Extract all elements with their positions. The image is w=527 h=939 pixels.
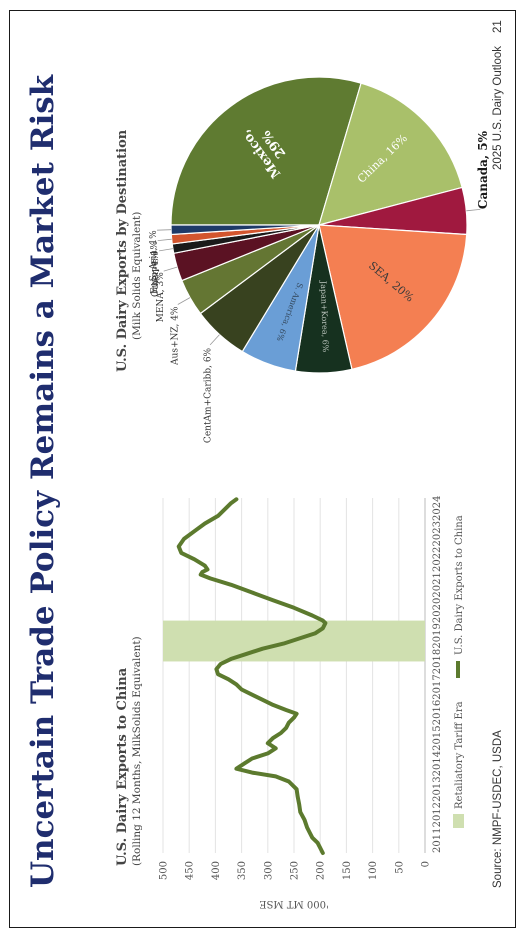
pie-leader-line	[209, 334, 220, 346]
y-tick-label: 100	[368, 861, 379, 880]
x-tick-label: 2019	[432, 623, 443, 648]
source-note: Source: NMPF-USDEC, USDA	[492, 730, 504, 888]
x-tick-label: 2014	[432, 751, 443, 776]
pie-leader-line	[163, 266, 178, 272]
y-tick-label: 0	[421, 861, 432, 867]
x-tick-label: 2012	[432, 802, 443, 827]
legend-swatch-tariff-era	[453, 814, 464, 828]
x-tick-label: 2021	[432, 572, 443, 597]
line-chart: 0501001502002503003504004505002011201220…	[159, 495, 466, 909]
y-tick-label: 450	[185, 861, 196, 880]
line-chart-subtitle: (Rolling 12 Months, MilkSolids Equivalen…	[131, 636, 143, 866]
x-tick-label: 2022	[432, 547, 443, 572]
pie-chart-title: U.S. Dairy Exports by Destination	[115, 129, 130, 372]
pie-slice	[170, 76, 362, 226]
x-tick-label: 2018	[432, 649, 443, 674]
pie-slice	[318, 82, 463, 226]
pie-chart: Mexico,29% China, 16% Canada, 5%SEA, 20%Ja…	[149, 76, 490, 443]
x-tick-label: 2011	[432, 828, 443, 853]
page-number: 21	[492, 20, 504, 33]
x-tick-label: 2016	[432, 700, 443, 725]
slide: Uncertain Trade Policy Remains a Market …	[9, 10, 516, 928]
pie-slice-label: CentAm+Caribb, 6%	[203, 347, 213, 443]
y-tick-label: 200	[316, 861, 327, 880]
pie-leader-line	[177, 297, 191, 305]
footer-label: 2025 U.S. Dairy Outlook	[492, 45, 504, 170]
legend-label-exports: U.S. Dairy Exports to China	[454, 515, 465, 655]
pie-slice-label: MENA, 3%	[156, 272, 166, 323]
pie-leader-line	[157, 229, 172, 231]
slide-frame	[9, 10, 516, 928]
exports-to-china-line	[176, 497, 328, 855]
y-tick-label: 500	[159, 861, 170, 880]
pie-slice-label: Europe, 1%	[150, 240, 160, 294]
pie-slice-label: S. Asia, 1%	[149, 230, 159, 281]
line-chart-title: U.S. Dairy Exports to China	[115, 667, 130, 866]
y-axis-label: '000 MT MSE	[259, 898, 329, 909]
pie-slice-label: Other, 1%	[151, 251, 161, 297]
y-tick-label: 350	[237, 861, 248, 880]
y-tick-label: 50	[394, 861, 405, 874]
x-tick-label: 2017	[432, 674, 443, 699]
x-tick-label: 2024	[432, 495, 443, 520]
y-tick-label: 150	[342, 861, 353, 880]
x-tick-label: 2013	[432, 776, 443, 801]
slide-title: Uncertain Trade Policy Remains a Market …	[25, 74, 61, 888]
pie-slice	[318, 224, 468, 371]
x-tick-label: 2020	[432, 598, 443, 623]
x-tick-label: 2023	[432, 521, 443, 546]
pie-slice-label: Aus+NZ, 4%	[170, 306, 180, 366]
pie-slice-label: Canada, 5%	[476, 130, 490, 209]
y-tick-label: 250	[290, 861, 301, 880]
pie-slice-label: Japan+Korea, 6%	[319, 280, 330, 353]
legend-label-tariff-era: Retaliatory Tariff Era	[454, 701, 465, 809]
pie-leader-line	[159, 248, 173, 252]
y-tick-label: 400	[211, 861, 222, 880]
x-tick-label: 2015	[432, 725, 443, 750]
pie-leader-line	[466, 209, 481, 212]
y-tick-label: 300	[263, 861, 274, 880]
pie-leader-line	[157, 238, 172, 241]
